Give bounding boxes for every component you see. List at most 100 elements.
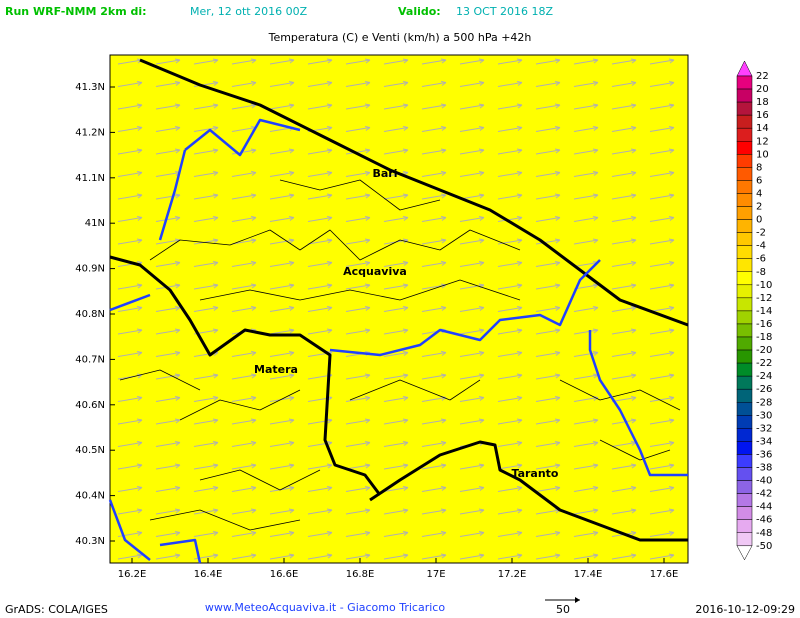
wind-arrow [231,216,257,222]
wind-arrow [649,351,675,357]
wind-arrow [573,238,599,245]
wind-arrow [497,418,523,425]
wind-arrow [383,328,409,335]
wind-arrow [421,486,447,492]
place-label: Taranto [511,467,558,480]
wind-arrow [231,531,257,537]
colorbar-swatch [736,258,753,273]
colorbar-label: -10 [756,280,772,291]
wind-arrow [231,148,257,155]
wind-arrow [459,396,485,402]
wind-arrow [345,126,371,132]
wind-arrow [421,373,447,380]
wind-arrow [649,441,675,447]
wind-arrow [117,328,143,335]
wind-arrow [269,396,295,402]
wind-arrow [307,508,333,515]
wind-arrow [117,463,143,470]
wind-arrow [345,418,371,425]
wind-arrow [345,103,371,110]
wind-arrow [383,216,409,222]
colorbar-label: 4 [756,188,762,199]
wind-arrow [459,103,485,110]
wind-arrow [573,103,599,110]
wind-arrow [193,81,219,87]
wind-arrow [497,238,523,245]
colorbar-swatch [736,402,753,416]
wind-arrow [535,463,561,470]
wind-arrow [535,351,561,357]
wind-arrow [307,103,333,110]
lat-label: 41N [85,218,105,229]
wind-arrow [535,193,561,200]
run-date: Mer, 12 ott 2016 00Z [190,5,308,18]
valid-date: 13 OCT 2016 18Z [456,5,554,18]
wind-arrow [193,58,219,65]
colorbar-label: 8 [756,162,762,173]
wind-arrow [117,418,143,425]
colorbar-label: -38 [756,463,772,474]
wind-arrow [117,103,143,110]
colorbar-swatch [736,127,753,142]
colorbar-label: -42 [756,489,772,500]
colorbar-swatch [736,88,753,103]
wind-arrow [535,261,561,267]
wind-arrow [155,553,181,560]
wind-arrow [345,283,371,290]
colorbar-swatch [736,114,753,129]
wind-arrow [193,486,219,492]
colorbar-label: 16 [756,110,769,121]
wind-arrow [459,216,485,222]
wind-arrow [497,306,523,312]
valid-label: Valido: [398,5,441,18]
wind-arrow [155,373,181,380]
wind-arrow [573,351,599,357]
run-label: Run WRF-NMM 2km di: [5,5,147,18]
wind-arrow [649,396,675,402]
wind-arrow [421,103,447,110]
wind-arrow [383,396,409,402]
lat-label: 40.9N [75,264,105,275]
wind-arrow [573,58,599,65]
wind-arrow [611,351,637,357]
colorbar-swatch [736,454,753,468]
wind-arrow [421,553,447,560]
colorbar-label: -6 [756,254,766,265]
wind-arrow [649,58,675,65]
wind-arrow [611,306,637,312]
wind-arrow [573,441,599,447]
wind-arrow [383,81,409,87]
wind-arrow [497,553,523,560]
wind-arrow [193,193,219,200]
wind-arrow [117,216,143,222]
wind-arrow [459,351,485,357]
wind-arrow [535,216,561,222]
wind-arrow [535,396,561,402]
colorbar-label: 10 [756,149,769,160]
timestamp: 2016-10-12-09:29 [695,603,795,616]
wind-arrow [193,441,219,447]
wind-arrow [269,58,295,65]
map-title: Temperatura (C) e Venti (km/h) a 500 hPa… [268,31,532,44]
wind-arrow [535,306,561,312]
credit: GrADS: COLA/IGES [5,603,108,616]
wind-arrow [649,306,675,312]
place-label: Bari [372,167,397,180]
colorbar-swatch [736,375,753,390]
wind-arrow [193,238,219,245]
wind-arrow [459,283,485,290]
colorbar-swatch [736,441,753,455]
wind-arrow [117,531,143,537]
wind-arrow [535,126,561,132]
wind-arrow [269,486,295,492]
colorbar-swatch [736,336,753,351]
wind-arrow [649,373,675,380]
wind-arrow [155,396,181,402]
wind-arrow [611,216,637,222]
wind-arrow [269,531,295,537]
wind-arrow [573,171,599,177]
wind-arrow [231,81,257,87]
colorbar-swatch [736,206,753,220]
lat-label: 40.6N [75,400,105,411]
